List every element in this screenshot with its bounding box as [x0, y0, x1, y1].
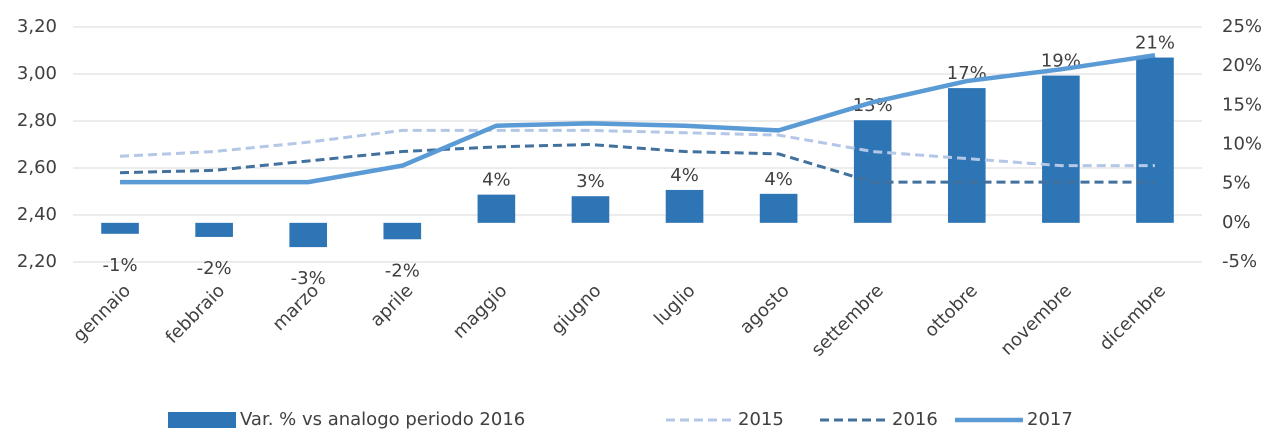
- legend-label: 2017: [1027, 409, 1073, 430]
- line: [120, 142, 1155, 184]
- bar: [477, 194, 516, 223]
- x-tick-label: luglio: [650, 280, 699, 329]
- x-tick-label: febbraio: [162, 280, 230, 348]
- bar: [383, 222, 422, 240]
- y-tick-label: 3,00: [17, 63, 57, 84]
- bar: [1136, 57, 1174, 223]
- bar: [665, 189, 704, 223]
- data-label: -2%: [197, 258, 232, 279]
- data-label: 4%: [764, 169, 793, 190]
- y2-tick-label: 0%: [1222, 212, 1251, 233]
- bar: [101, 222, 139, 234]
- bar: [853, 120, 892, 223]
- x-tick-label: novembre: [997, 280, 1076, 359]
- legend-label: 2016: [892, 409, 938, 430]
- y-tick-label: 2,40: [17, 204, 57, 225]
- y-tick-label: 2,80: [17, 110, 57, 131]
- bar: [759, 193, 798, 223]
- bar: [947, 88, 986, 223]
- y-tick-label: 3,20: [17, 16, 57, 37]
- legend-label: Var. % vs analogo periodo 2016: [240, 409, 525, 430]
- y2-tick-label: -5%: [1222, 251, 1257, 272]
- y2-tick-label: 10%: [1222, 134, 1262, 155]
- legend-label: 2015: [738, 409, 784, 430]
- y2-tick-label: 25%: [1222, 16, 1262, 37]
- x-tick-label: gennaio: [69, 280, 135, 346]
- line: [119, 128, 1155, 168]
- data-label: -1%: [103, 255, 138, 276]
- line: [120, 52, 1156, 185]
- x-tick-label: maggio: [449, 280, 512, 343]
- bar: [289, 222, 328, 248]
- legend-swatch: [168, 412, 236, 428]
- bar: [195, 222, 233, 237]
- data-label: -2%: [385, 260, 420, 281]
- data-label: 3%: [576, 171, 605, 192]
- y2-tick-label: 20%: [1222, 55, 1262, 76]
- x-tick-label: dicembre: [1095, 280, 1170, 355]
- bar: [1042, 75, 1080, 223]
- y-tick-label: 2,20: [17, 251, 57, 272]
- data-label: 4%: [670, 165, 699, 186]
- data-label: 21%: [1135, 33, 1175, 54]
- y-tick-label: 2,60: [17, 157, 57, 178]
- x-tick-label: aprile: [366, 280, 417, 331]
- data-label: -3%: [291, 268, 326, 289]
- x-tick-label: giugno: [547, 280, 605, 338]
- x-tick-label: settembre: [807, 280, 887, 360]
- x-tick-label: ottobre: [921, 280, 982, 341]
- y2-tick-label: 5%: [1222, 173, 1251, 194]
- y2-tick-label: 15%: [1222, 94, 1262, 115]
- data-label: 4%: [482, 170, 511, 191]
- bar: [571, 196, 610, 223]
- x-tick-label: agosto: [736, 280, 794, 338]
